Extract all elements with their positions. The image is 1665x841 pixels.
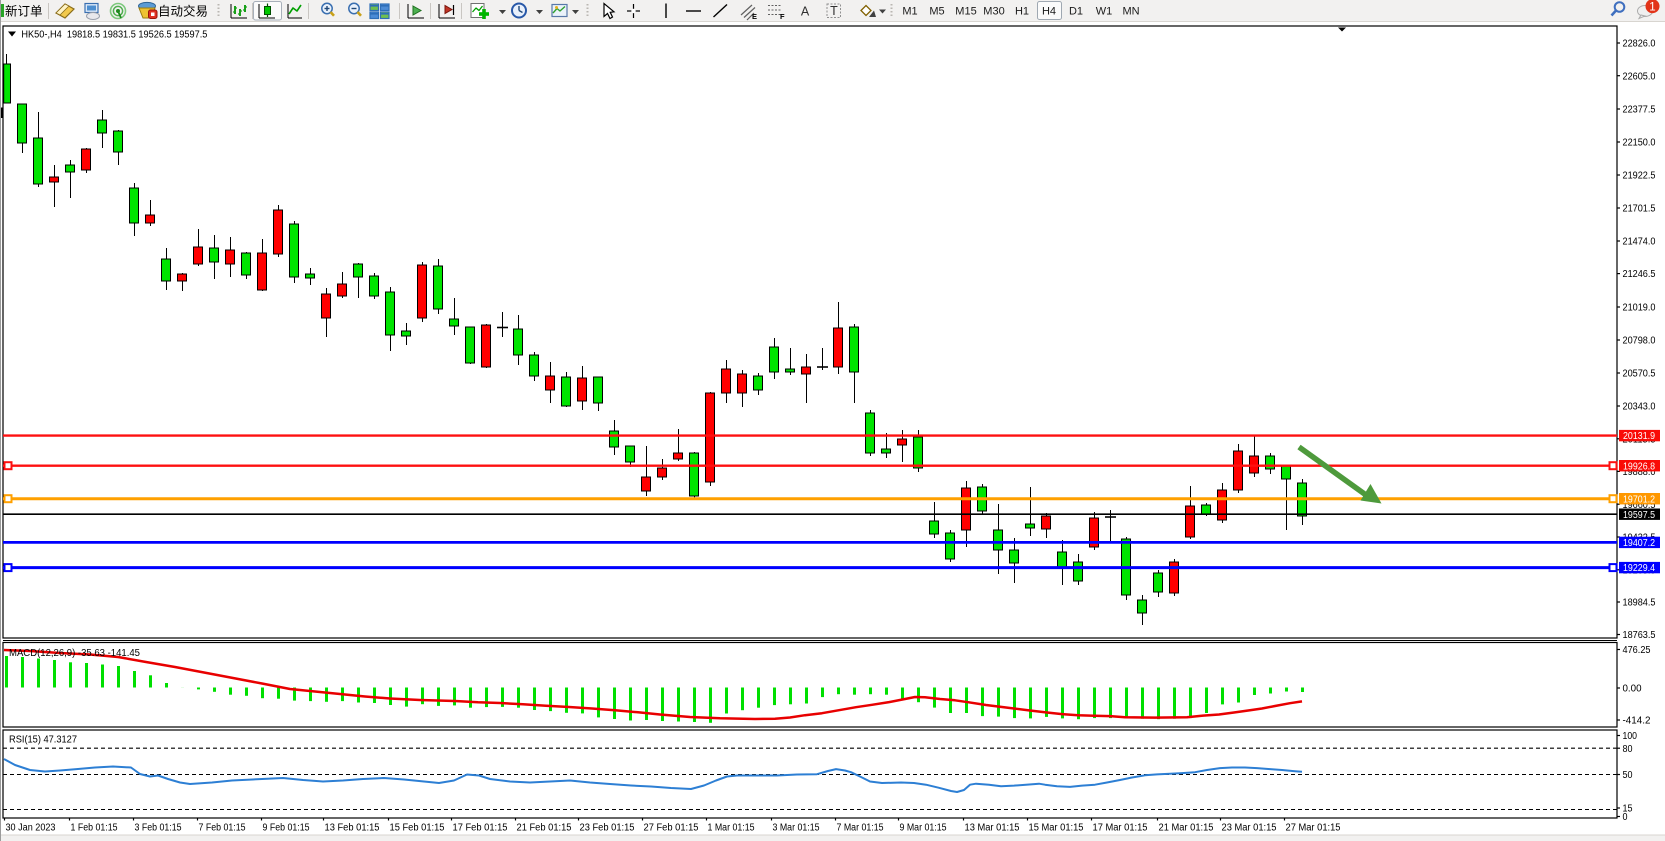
svg-text:19597.5: 19597.5 <box>1623 510 1655 521</box>
svg-text:27 Mar 01:15: 27 Mar 01:15 <box>1286 823 1341 834</box>
svg-text:27 Feb 01:15: 27 Feb 01:15 <box>644 823 699 834</box>
svg-text:80: 80 <box>1623 744 1633 755</box>
svg-text:E: E <box>752 12 757 21</box>
svg-text:21019.0: 21019.0 <box>1623 303 1656 314</box>
svg-text:20570.5: 20570.5 <box>1623 369 1656 380</box>
svg-text:M30: M30 <box>983 6 1004 18</box>
svg-text:21246.5: 21246.5 <box>1623 269 1656 280</box>
svg-text:21 Feb 01:15: 21 Feb 01:15 <box>517 823 572 834</box>
svg-text:A: A <box>801 5 810 19</box>
svg-text:M15: M15 <box>955 6 976 18</box>
svg-text:21474.0: 21474.0 <box>1623 237 1656 248</box>
svg-text:9 Mar 01:15: 9 Mar 01:15 <box>900 823 947 834</box>
svg-text:476.25: 476.25 <box>1623 645 1651 656</box>
svg-text:D1: D1 <box>1069 6 1083 18</box>
svg-text:HK50-,H4 19818.5 19831.5 1952: HK50-,H4 19818.5 19831.5 19526.5 19597.5 <box>21 29 207 40</box>
svg-text:H1: H1 <box>1015 6 1029 18</box>
svg-text:15: 15 <box>1623 804 1633 815</box>
svg-text:13 Feb 01:15: 13 Feb 01:15 <box>325 823 380 834</box>
svg-text:F: F <box>780 12 785 21</box>
svg-text:0: 0 <box>1623 812 1628 823</box>
svg-text:3 Feb 01:15: 3 Feb 01:15 <box>135 823 182 834</box>
svg-text:7 Mar 01:15: 7 Mar 01:15 <box>837 823 884 834</box>
svg-text:15 Feb 01:15: 15 Feb 01:15 <box>390 823 445 834</box>
svg-text:7 Feb 01:15: 7 Feb 01:15 <box>199 823 246 834</box>
svg-text:18984.5: 18984.5 <box>1623 598 1656 609</box>
svg-text:22150.0: 22150.0 <box>1623 138 1656 149</box>
svg-text:19229.4: 19229.4 <box>1623 563 1655 574</box>
svg-text:21922.5: 21922.5 <box>1623 171 1656 182</box>
svg-text:1 Mar 01:15: 1 Mar 01:15 <box>708 823 755 834</box>
svg-text:20343.0: 20343.0 <box>1623 402 1656 413</box>
svg-text:23 Feb 01:15: 23 Feb 01:15 <box>580 823 635 834</box>
svg-text:20131.9: 20131.9 <box>1623 431 1655 442</box>
svg-text:W1: W1 <box>1096 6 1113 18</box>
svg-text:M1: M1 <box>902 6 917 18</box>
svg-text:100: 100 <box>1623 731 1638 742</box>
svg-text:30 Jan 2023: 30 Jan 2023 <box>6 823 56 834</box>
svg-text:T: T <box>830 4 838 18</box>
svg-text:MACD(12,26,9) -35.63 -141.45: MACD(12,26,9) -35.63 -141.45 <box>9 648 140 659</box>
svg-text:50: 50 <box>1623 770 1633 781</box>
svg-text:M5: M5 <box>929 6 944 18</box>
svg-text:19701.2: 19701.2 <box>1623 494 1655 505</box>
svg-text:MN: MN <box>1122 6 1139 18</box>
svg-text:17 Mar 01:15: 17 Mar 01:15 <box>1093 823 1148 834</box>
svg-text:19888.0: 19888.0 <box>1623 467 1656 478</box>
svg-text:19660.5: 19660.5 <box>1623 500 1656 511</box>
svg-text:23 Mar 01:15: 23 Mar 01:15 <box>1222 823 1277 834</box>
svg-text:H4: H4 <box>1042 6 1056 18</box>
svg-text:19926.8: 19926.8 <box>1623 461 1655 472</box>
svg-text:15 Mar 01:15: 15 Mar 01:15 <box>1029 823 1084 834</box>
svg-text:22377.5: 22377.5 <box>1623 105 1656 116</box>
svg-text:19407.2: 19407.2 <box>1623 538 1655 549</box>
svg-text:-414.2: -414.2 <box>1623 716 1651 727</box>
svg-text:20798.0: 20798.0 <box>1623 336 1656 347</box>
svg-text:0.00: 0.00 <box>1623 684 1642 695</box>
svg-text:9 Feb 01:15: 9 Feb 01:15 <box>263 823 310 834</box>
svg-text:1: 1 <box>1649 2 1655 14</box>
svg-text:17 Feb 01:15: 17 Feb 01:15 <box>453 823 508 834</box>
svg-text:21 Mar 01:15: 21 Mar 01:15 <box>1159 823 1214 834</box>
svg-text:18763.5: 18763.5 <box>1623 630 1656 641</box>
svg-text:21701.5: 21701.5 <box>1623 204 1656 215</box>
svg-text:自动交易: 自动交易 <box>158 4 208 19</box>
svg-text:22826.0: 22826.0 <box>1623 39 1656 50</box>
svg-text:13 Mar 01:15: 13 Mar 01:15 <box>965 823 1020 834</box>
svg-text:3 Mar 01:15: 3 Mar 01:15 <box>773 823 820 834</box>
svg-text:22605.0: 22605.0 <box>1623 71 1656 82</box>
svg-text:新订单: 新订单 <box>5 4 43 19</box>
svg-text:1 Feb 01:15: 1 Feb 01:15 <box>71 823 118 834</box>
svg-text:RSI(15) 47.3127: RSI(15) 47.3127 <box>9 735 77 746</box>
